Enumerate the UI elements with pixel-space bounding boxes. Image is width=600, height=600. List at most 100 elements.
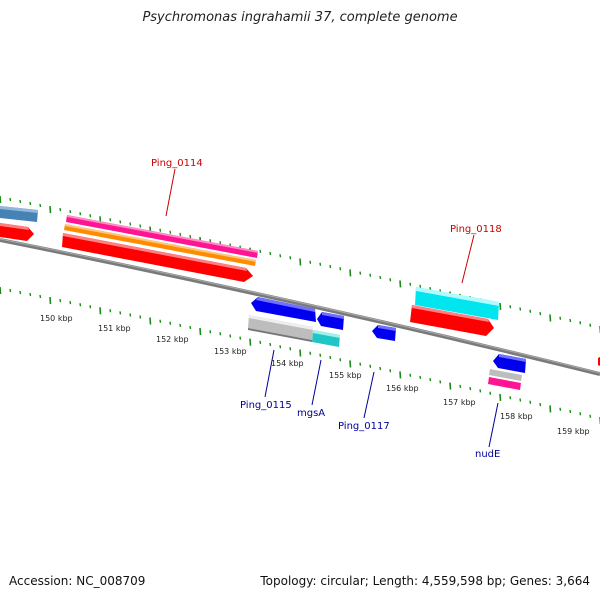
gene-ping0114-pink[interactable] (66, 215, 258, 258)
minor-tick (519, 307, 522, 311)
minor-tick (479, 389, 482, 393)
minor-tick (559, 407, 562, 411)
minor-tick (279, 345, 282, 349)
minor-tick (589, 414, 592, 418)
minor-tick (69, 209, 72, 214)
minor-tick (439, 380, 442, 384)
minor-tick (89, 305, 92, 309)
label-ping0115[interactable]: Ping_0115 (240, 400, 292, 411)
leader-mgsA (311, 359, 322, 406)
label-mgsA[interactable]: mgsA (297, 408, 325, 419)
minor-tick (39, 203, 42, 208)
minor-tick (159, 228, 162, 232)
minor-tick (19, 199, 22, 204)
minor-tick (189, 325, 192, 330)
minor-tick (369, 273, 372, 277)
minor-tick (569, 409, 572, 414)
minor-tick (59, 207, 62, 212)
minor-tick (369, 364, 372, 368)
minor-tick (139, 315, 142, 319)
label-nudE[interactable]: nudE (475, 449, 500, 460)
major-tick (49, 297, 52, 305)
major-tick (299, 349, 302, 357)
minor-tick (39, 294, 42, 299)
major-tick (349, 269, 352, 277)
gene-mgsA-teal[interactable] (312, 330, 340, 347)
minor-tick (229, 334, 232, 338)
minor-tick (519, 398, 522, 402)
minor-tick (79, 303, 82, 307)
major-tick (499, 302, 502, 310)
label-ping0118[interactable]: Ping_0118 (450, 224, 502, 235)
scale-label-154: 154 kbp (271, 359, 304, 368)
gene-ping0118-red[interactable] (410, 305, 494, 336)
major-tick (449, 382, 452, 390)
gene-nudE-pink[interactable] (488, 377, 521, 390)
minor-tick (119, 220, 122, 224)
minor-tick (189, 234, 192, 239)
major-tick (549, 314, 552, 322)
gene-nudE-blue[interactable] (493, 354, 526, 373)
gene-ping0115-blue[interactable] (251, 297, 316, 322)
gene-mgsA-blue[interactable] (317, 312, 344, 330)
minor-tick (469, 386, 472, 391)
scale-label-152: 152 kbp (156, 335, 189, 344)
minor-tick (359, 271, 362, 275)
map-title: Psychromonas ingrahamii 37, complete gen… (142, 10, 458, 25)
minor-tick (429, 377, 432, 382)
minor-tick (29, 292, 32, 297)
major-tick (0, 286, 2, 295)
gene-ping0115-gray[interactable] (248, 315, 313, 342)
gene-nudE-gray[interactable] (489, 369, 522, 381)
gene-ping0117-blue[interactable] (372, 325, 396, 341)
minor-tick (219, 241, 222, 245)
minor-tick (579, 321, 582, 325)
major-tick (149, 317, 152, 325)
accession-text: Accession: NC_008709 (9, 574, 146, 588)
minor-tick (289, 256, 292, 260)
major-tick (349, 360, 352, 368)
minor-tick (419, 375, 422, 380)
label-ping0114[interactable]: Ping_0114 (151, 158, 203, 169)
minor-tick (339, 267, 342, 271)
scale-label-159: 159 kbp (557, 427, 590, 436)
major-tick (49, 206, 52, 214)
minor-tick (179, 323, 182, 328)
gene-ping0118-cyan[interactable] (415, 287, 499, 320)
lower-tick-ring (0, 286, 600, 425)
minor-tick (569, 318, 572, 323)
minor-tick (509, 305, 512, 309)
minor-tick (259, 249, 262, 254)
minor-tick (329, 264, 332, 269)
minor-tick (59, 298, 62, 303)
minor-tick (259, 340, 262, 345)
minor-tick (169, 321, 172, 325)
minor-tick (319, 353, 322, 357)
minor-tick (219, 332, 222, 336)
minor-tick (19, 290, 22, 295)
major-tick (99, 307, 102, 315)
scale-label-150: 150 kbp (40, 314, 73, 323)
gene-steel-left[interactable] (0, 206, 38, 222)
scale-label-158: 158 kbp (500, 412, 533, 421)
minor-tick (489, 391, 492, 395)
minor-tick (289, 347, 292, 351)
gene-ping0114-orange[interactable] (64, 224, 256, 266)
minor-tick (279, 254, 282, 258)
minor-tick (269, 251, 272, 256)
minor-tick (539, 311, 542, 316)
gene-ping0114-red[interactable] (62, 233, 253, 282)
genome-backbone (0, 238, 600, 376)
minor-tick (309, 351, 312, 355)
scale-label-151: 151 kbp (98, 324, 131, 333)
label-ping0117[interactable]: Ping_0117 (338, 421, 390, 432)
minor-tick (419, 284, 422, 289)
minor-tick (29, 201, 32, 206)
minor-tick (9, 197, 12, 202)
minor-tick (109, 309, 112, 313)
gene-red-left[interactable] (0, 223, 34, 241)
major-tick (549, 405, 552, 413)
major-tick (0, 195, 2, 204)
minor-tick (139, 224, 142, 228)
